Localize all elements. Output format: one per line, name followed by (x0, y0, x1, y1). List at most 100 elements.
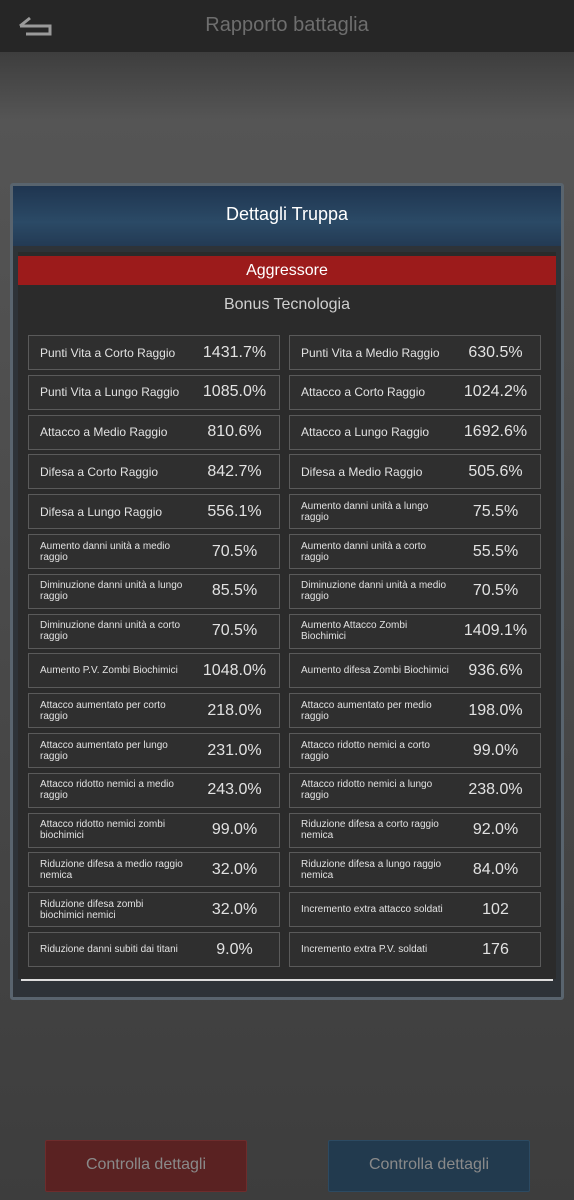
stat-value: 102 (482, 900, 509, 918)
stat-value: 198.0% (468, 701, 523, 719)
stat-cell: Aumento danni unità a lungo raggio 75.5% (289, 494, 541, 530)
stat-value: 505.6% (468, 462, 523, 480)
stat-value: 176 (482, 940, 509, 958)
stat-value: 1431.7% (202, 343, 267, 361)
stat-label: Attacco ridotto nemici zombi biochimici (40, 819, 166, 842)
details-button[interactable]: Controlla dettagli (45, 1140, 247, 1192)
stat-value: 75.5% (472, 502, 519, 520)
stat-cell: Punti Vita a Lungo Raggio 1085.0% (28, 374, 280, 410)
stat-value: 32.0% (211, 900, 258, 918)
stat-cell: Attacco aumentato per corto raggio 218.0% (28, 693, 280, 729)
stat-value: 1048.0% (202, 661, 267, 679)
stat-cell: Riduzione difesa a corto raggio nemica 92… (289, 812, 541, 848)
stat-label: Attacco ridotto nemici a lungo raggio (301, 779, 433, 802)
stat-cell: Riduzione difesa a lungo raggio nemica 84… (289, 852, 541, 888)
stat-value: 84.0% (472, 860, 519, 878)
back-button[interactable] (16, 14, 54, 38)
troop-panel: Dettagli Truppa Aggressore Bonus Tecnolo… (10, 183, 564, 1000)
stat-cell: Diminuzione danni unità a medio raggio 70… (289, 573, 541, 609)
stat-value: 630.5% (468, 343, 523, 361)
stat-value: 810.6% (207, 423, 262, 441)
stat-cell: Attacco ridotto nemici a medio raggio 243… (28, 772, 280, 808)
stat-cell: Incremento extra attacco soldati 102 (289, 892, 541, 928)
stat-label: Incremento extra attacco soldati (301, 904, 443, 916)
stat-label: Riduzione difesa zombi biochimici nemici (40, 898, 144, 921)
stat-label: Attacco ridotto nemici a medio raggio (40, 779, 174, 802)
stat-cell: Punti Vita a Medio Raggio 630.5% (289, 335, 541, 370)
stat-value: 218.0% (207, 701, 262, 719)
stat-value: 238.0% (468, 781, 523, 799)
stat-label: Difesa a Corto Raggio (40, 464, 159, 479)
stat-label: Diminuzione danni unità a lungo raggio (40, 580, 183, 603)
stat-label: Attacco aumentato per corto raggio (40, 699, 166, 722)
stat-value: 231.0% (207, 741, 262, 759)
stat-label: Aumento danni unità a corto raggio (301, 540, 427, 563)
stat-value: 70.5% (472, 582, 519, 600)
stat-cell: Attacco aumentato per lungo raggio 231.0% (28, 733, 280, 768)
stat-value: 55.5% (472, 542, 519, 560)
stat-label: Punti Vita a Corto Raggio (40, 345, 176, 360)
stat-label: Aumento P.V. Zombi Biochimici (40, 665, 178, 677)
stat-label: Attacco a Medio Raggio (40, 425, 168, 440)
stat-label: Riduzione danni subiti dai titani (40, 944, 178, 955)
stat-label: Attacco ridotto nemici a corto raggio (301, 739, 430, 762)
stat-cell: Aumento Attacco Zombi Biochimici 1409.1% (289, 613, 541, 649)
stat-cell: Riduzione danni subiti dai titani 9.0% (28, 932, 280, 967)
stat-cell: Difesa a Corto Raggio 842.7% (28, 454, 280, 490)
stat-cell: Attacco ridotto nemici zombi biochimici 9… (28, 812, 280, 848)
stat-cell: Attacco aumentato per medio raggio 198.0% (289, 693, 541, 729)
panel-title: Dettagli Truppa (13, 186, 561, 246)
stat-cell: Diminuzione danni unità a lungo raggio 85… (28, 573, 280, 609)
stat-label: Aumento Attacco Zombi Biochimici (301, 620, 408, 643)
stat-value: 92.0% (472, 821, 519, 839)
stat-value: 1024.2% (463, 383, 528, 401)
stat-value: 70.5% (211, 622, 258, 640)
stat-value: 99.0% (472, 741, 519, 759)
stat-cell: Difesa a Lungo Raggio 556.1% (28, 494, 280, 530)
stat-label: Aumento danni unità a medio raggio (40, 540, 171, 563)
stat-cell: Attacco a Medio Raggio 810.6% (28, 414, 280, 450)
details-button[interactable]: Controlla dettagli (328, 1140, 530, 1192)
stat-value: 99.0% (211, 821, 258, 839)
stat-cell: Aumento danni unità a medio raggio 70.5% (28, 534, 280, 569)
stat-label: Diminuzione danni unità a corto raggio (40, 620, 181, 643)
stat-value: 1692.6% (463, 423, 528, 441)
stat-cell: Incremento extra P.V. soldati 176 (289, 932, 541, 967)
stat-label: Attacco a Lungo Raggio (301, 425, 430, 440)
stat-value: 85.5% (211, 582, 258, 600)
stat-cell: Riduzione difesa a medio raggio nemica 32… (28, 852, 280, 888)
stat-label: Difesa a Medio Raggio (301, 464, 423, 479)
stat-value: 70.5% (211, 542, 258, 560)
stat-label: Attacco aumentato per medio raggio (301, 699, 432, 722)
stat-label: Incremento extra P.V. soldati (301, 944, 428, 955)
stat-label: Punti Vita a Medio Raggio (301, 345, 440, 360)
stat-cell: Attacco ridotto nemici a lungo raggio 238… (289, 772, 541, 808)
stat-cell: Aumento danni unità a corto raggio 55.5% (289, 534, 541, 569)
stat-cell: Aumento P.V. Zombi Biochimici 1048.0% (28, 653, 280, 689)
stat-label: Attacco a Corto Raggio (301, 385, 426, 400)
stat-value: 1085.0% (202, 383, 267, 401)
stat-label: Attacco aumentato per lungo raggio (40, 739, 168, 762)
stat-label: Riduzione difesa a corto raggio nemica (301, 819, 439, 842)
stat-cell: Punti Vita a Corto Raggio 1431.7% (28, 335, 280, 370)
stat-cell: Aumento difesa Zombi Biochimici 936.6% (289, 653, 541, 689)
stat-value: 556.1% (207, 502, 262, 520)
stat-label: Riduzione difesa a lungo raggio nemica (301, 858, 442, 881)
page-title: Rapporto battaglia (205, 14, 369, 36)
stat-label: Difesa a Lungo Raggio (40, 504, 163, 519)
top-bar: Rapporto battaglia (0, 0, 574, 52)
stat-value: 243.0% (207, 781, 262, 799)
stat-cell: Attacco ridotto nemici a corto raggio 99.… (289, 733, 541, 768)
stat-cell: Diminuzione danni unità a corto raggio 70… (28, 613, 280, 649)
divider (21, 979, 553, 981)
stat-value: 32.0% (211, 860, 258, 878)
stat-value: 9.0% (216, 940, 253, 958)
stat-cell: Riduzione difesa zombi biochimici nemici… (28, 892, 280, 928)
stat-label: Aumento difesa Zombi Biochimici (301, 665, 449, 677)
stat-value: 842.7% (207, 462, 262, 480)
side-bar: Aggressore (18, 256, 556, 285)
stat-cell: Attacco a Corto Raggio 1024.2% (289, 374, 541, 410)
stat-value: 936.6% (468, 661, 523, 679)
panel-body: Aggressore Bonus Tecnologia Punti Vita a… (18, 252, 556, 981)
